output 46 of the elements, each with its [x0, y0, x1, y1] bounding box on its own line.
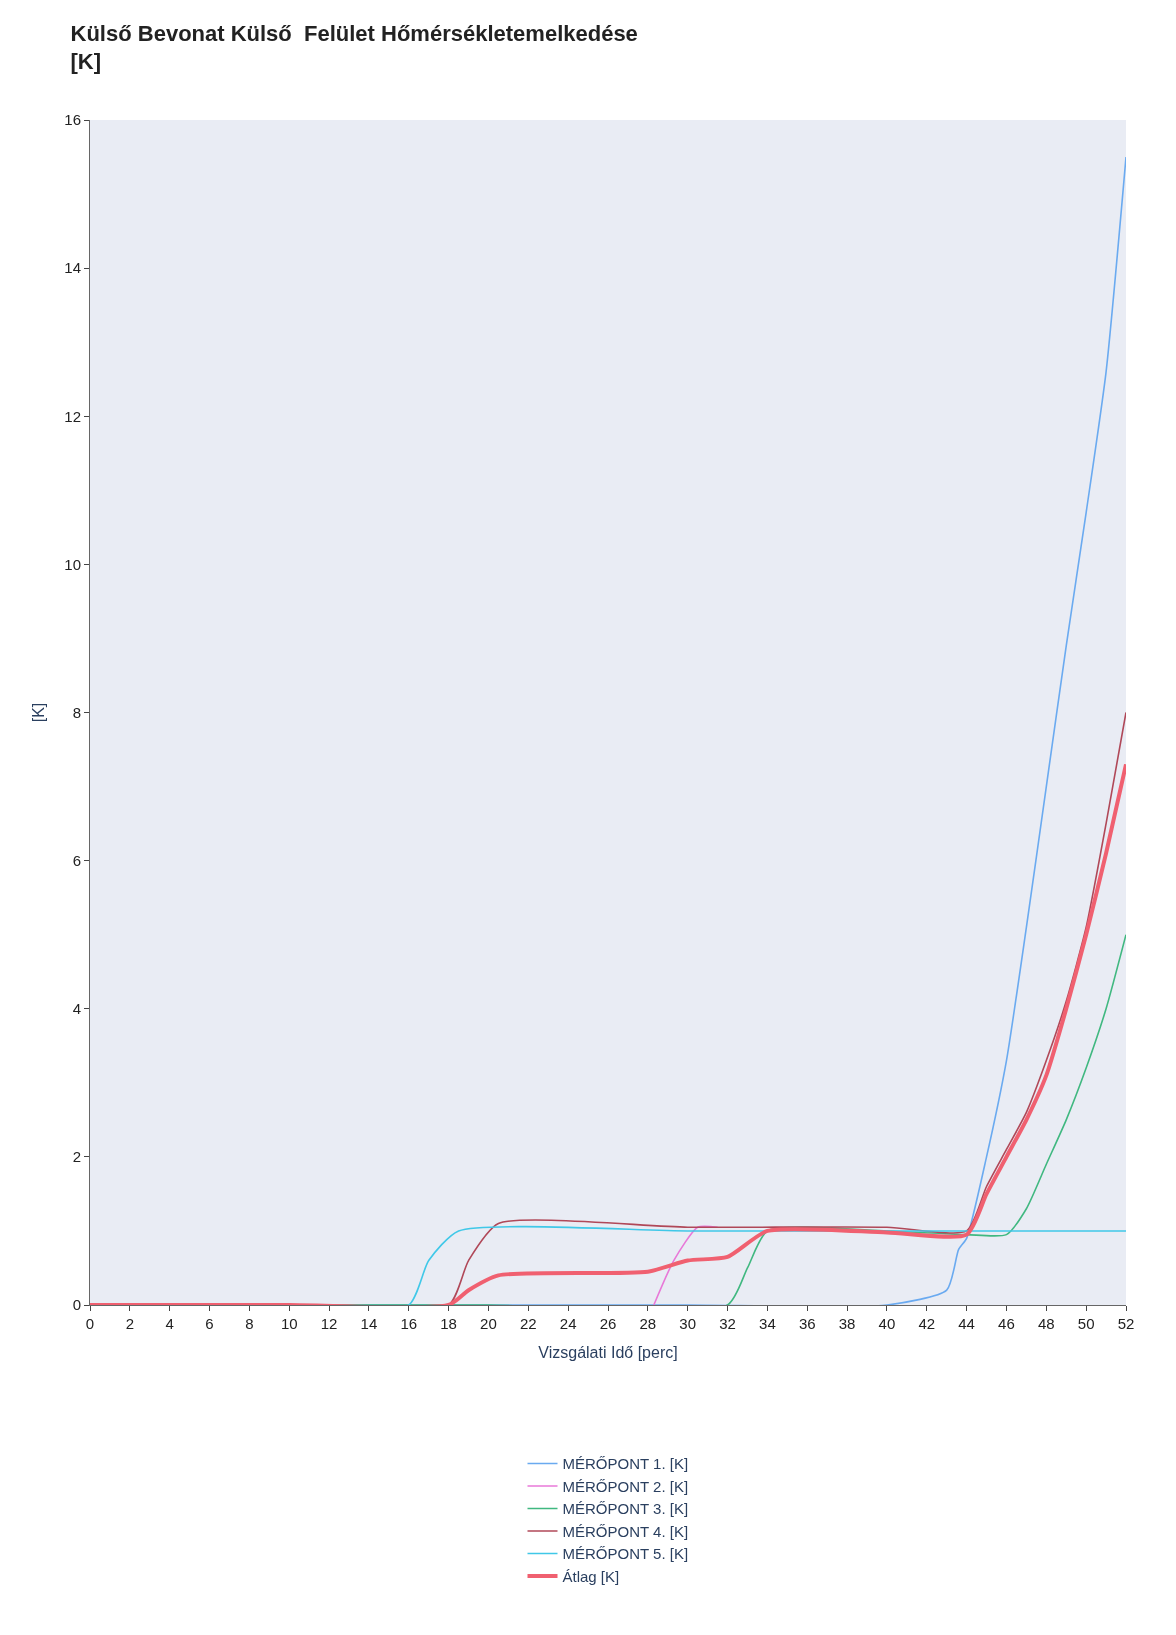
x-tick-label: 24 — [559, 1315, 577, 1332]
y-tick-label: 12 — [64, 407, 81, 425]
x-tick-label: 6 — [205, 1315, 214, 1332]
x-tick-label: 40 — [878, 1315, 896, 1332]
x-tick-label: 38 — [838, 1315, 856, 1332]
x-tick-label: 12 — [320, 1315, 338, 1332]
x-tick-label: 4 — [165, 1315, 174, 1332]
x-tick-label: 8 — [245, 1315, 254, 1332]
legend-label: MÉRŐPONT 3. [K] — [562, 1500, 689, 1518]
legend-label: MÉRŐPONT 5. [K] — [562, 1545, 689, 1563]
x-tick-label: 0 — [85, 1315, 95, 1332]
x-tick-label: 52 — [1117, 1315, 1135, 1332]
x-tick-label: 18 — [440, 1315, 457, 1332]
x-tick-label: 28 — [639, 1315, 657, 1332]
x-tick-label: 20 — [480, 1315, 497, 1332]
legend-label: Átlag [K] — [562, 1567, 620, 1585]
x-tick-label: 36 — [798, 1315, 816, 1332]
y-axis-title: [K] — [30, 702, 48, 723]
x-tick-label: 50 — [1077, 1315, 1095, 1332]
x-tick-label: 34 — [759, 1315, 776, 1332]
y-tick-label: 2 — [72, 1148, 81, 1166]
x-tick-label: 16 — [400, 1315, 418, 1332]
y-tick-label: 4 — [72, 1000, 81, 1017]
x-tick-label: 2 — [125, 1315, 135, 1332]
y-tick-label: 6 — [72, 851, 81, 869]
y-tick-label: 0 — [72, 1296, 81, 1314]
x-tick-label: 42 — [918, 1315, 936, 1332]
x-tick-label: 14 — [360, 1315, 378, 1332]
chart-subtitle: [K] — [70, 49, 102, 75]
y-tick-label: 14 — [64, 259, 81, 277]
x-tick-label: 10 — [280, 1315, 298, 1332]
x-tick-label: 22 — [519, 1315, 537, 1332]
x-tick-label: 26 — [599, 1315, 617, 1332]
legend-label: MÉRŐPONT 4. [K] — [562, 1522, 689, 1540]
chart-title: Külső Bevonat Külső Felület Hőmérsékletemelkedése — [70, 20, 638, 46]
x-tick-label: 44 — [958, 1315, 975, 1332]
x-tick-label: 46 — [998, 1315, 1015, 1332]
x-tick-label: 30 — [679, 1315, 697, 1332]
x-axis-title: Vizsgálati Idő [perc] — [538, 1343, 678, 1361]
x-tick-label: 32 — [719, 1315, 736, 1332]
y-tick-label: 16 — [64, 111, 81, 129]
y-tick-label: 8 — [72, 703, 81, 721]
y-tick-label: 10 — [64, 555, 81, 573]
legend-label: MÉRŐPONT 1. [K] — [562, 1455, 689, 1473]
legend-label: MÉRŐPONT 2. [K] — [562, 1477, 689, 1495]
x-tick-label: 48 — [1037, 1315, 1055, 1332]
